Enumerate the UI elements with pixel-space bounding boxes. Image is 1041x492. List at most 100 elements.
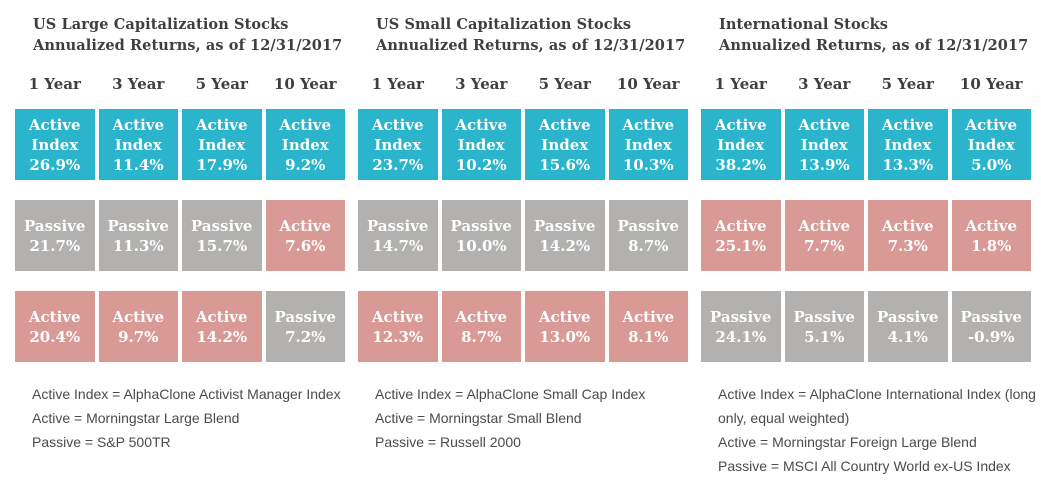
footnotes: Active Index = AlphaClone Activist Manag…	[32, 382, 350, 454]
cell-label: Active Index	[112, 115, 165, 154]
column-headers: 1 Year 3 Year 5 Year 10 Year	[701, 75, 1031, 93]
return-cell-passive: Passive 15.7%	[182, 200, 262, 271]
return-cell-passive: Passive 8.7%	[608, 200, 688, 271]
cell-label: Active	[112, 307, 165, 326]
cell-label: Active Index	[714, 115, 767, 154]
cell-label: Active	[622, 307, 675, 326]
cell-value: 8.7%	[461, 327, 502, 346]
panel-title-line2: Annualized Returns, as of 12/31/2017	[376, 37, 686, 54]
column-header: 1 Year	[28, 75, 81, 93]
return-cell-active_index: Active Index 23.7%	[358, 109, 438, 180]
cell-label: Passive	[793, 307, 855, 326]
returns-row: Active 25.1% Active 7.7% Active 7.3% Active 1.8…	[701, 200, 1031, 271]
footnotes: Active Index = AlphaClone International …	[718, 382, 1036, 478]
cell-value: 14.2%	[539, 236, 591, 255]
cell-label: Passive	[710, 307, 772, 326]
cell-label: Passive	[367, 216, 429, 235]
cell-label: Active	[28, 307, 81, 326]
returns-grid: Active Index 26.9% Active Index 11.4% Active…	[15, 109, 345, 362]
footnote-line: Active Index = AlphaClone Small Cap Inde…	[375, 386, 646, 402]
cell-label: Active Index	[798, 115, 851, 154]
return-cell-passive: Passive 10.0%	[441, 200, 521, 271]
return-cell-passive: Passive -0.9%	[951, 291, 1031, 362]
return-cell-active: Active 9.7%	[98, 291, 178, 362]
returns-row: Active Index 38.2% Active Index 13.9% Active…	[701, 109, 1031, 180]
cell-value: 13.0%	[539, 327, 591, 346]
returns-row: Passive 24.1% Passive 5.1% Passive 4.1% Passiv…	[701, 291, 1031, 362]
footnote-line: Active Index = AlphaClone Activist Manag…	[32, 386, 341, 402]
cell-value: 14.2%	[196, 327, 248, 346]
cell-value: 1.8%	[971, 236, 1012, 255]
cell-label: Active Index	[538, 115, 591, 154]
footnote-line: Active Index = AlphaClone International …	[718, 386, 1036, 426]
cell-label: Active	[798, 216, 851, 235]
cell-value: 8.1%	[628, 327, 669, 346]
cell-value: 5.0%	[971, 155, 1012, 174]
cell-label: Passive	[617, 216, 679, 235]
return-cell-passive: Passive 14.7%	[358, 200, 438, 271]
cell-label: Passive	[534, 216, 596, 235]
return-cell-passive: Passive 14.2%	[525, 200, 605, 271]
return-cell-active: Active 7.6%	[265, 200, 345, 271]
footnotes: Active Index = AlphaClone Small Cap Inde…	[375, 382, 693, 454]
cell-label: Active Index	[881, 115, 934, 154]
return-cell-active_index: Active Index 9.2%	[265, 109, 345, 180]
return-cell-active_index: Active Index 5.0%	[951, 109, 1031, 180]
column-header: 10 Year	[959, 75, 1023, 93]
footnote-line: Passive = Russell 2000	[375, 434, 521, 450]
cell-label: Active Index	[965, 115, 1018, 154]
cell-value: 4.1%	[887, 327, 928, 346]
column-header: 3 Year	[798, 75, 851, 93]
cell-label: Active	[965, 216, 1018, 235]
panel-us-large-cap: US Large Capitalization Stocks Annualize…	[15, 14, 345, 478]
cell-value: 13.3%	[882, 155, 934, 174]
cell-label: Passive	[877, 307, 939, 326]
cell-label: Active	[279, 216, 332, 235]
return-cell-active_index: Active Index 13.3%	[868, 109, 948, 180]
cell-value: 10.2%	[455, 155, 507, 174]
returns-grid: Active Index 38.2% Active Index 13.9% Active…	[701, 109, 1031, 362]
cell-value: 25.1%	[715, 236, 767, 255]
cell-value: 9.7%	[118, 327, 159, 346]
footnote-line: Active = Morningstar Small Blend	[375, 410, 582, 426]
return-cell-active: Active 8.7%	[441, 291, 521, 362]
returns-comparison-board: US Large Capitalization Stocks Annualize…	[15, 14, 1036, 478]
cell-value: 12.3%	[372, 327, 424, 346]
column-header: 10 Year	[616, 75, 680, 93]
cell-value: 9.2%	[285, 155, 326, 174]
return-cell-active: Active 7.3%	[868, 200, 948, 271]
returns-row: Active Index 23.7% Active Index 10.2% Active…	[358, 109, 688, 180]
cell-label: Active	[714, 216, 767, 235]
returns-row: Active 12.3% Active 8.7% Active 13.0% Active 8.…	[358, 291, 688, 362]
cell-label: Active Index	[371, 115, 424, 154]
panel-title: International Stocks Annualized Returns,…	[719, 14, 1031, 56]
cell-value: 13.9%	[798, 155, 850, 174]
return-cell-active_index: Active Index 11.4%	[98, 109, 178, 180]
returns-grid: Active Index 23.7% Active Index 10.2% Active…	[358, 109, 688, 362]
return-cell-active: Active 8.1%	[608, 291, 688, 362]
cell-value: 7.3%	[887, 236, 928, 255]
return-cell-active: Active 25.1%	[701, 200, 781, 271]
cell-value: 26.9%	[29, 155, 81, 174]
column-header: 5 Year	[538, 75, 591, 93]
cell-value: 7.7%	[804, 236, 845, 255]
cell-label: Passive	[450, 216, 512, 235]
cell-label: Active	[195, 307, 248, 326]
column-header: 5 Year	[195, 75, 248, 93]
return-cell-active_index: Active Index 38.2%	[701, 109, 781, 180]
cell-value: 20.4%	[29, 327, 81, 346]
footnote-line: Active = Morningstar Foreign Large Blend	[718, 434, 977, 450]
cell-label: Passive	[960, 307, 1022, 326]
panel-title: US Small Capitalization Stocks Annualize…	[376, 14, 688, 56]
cell-label: Passive	[191, 216, 253, 235]
return-cell-active: Active 14.2%	[182, 291, 262, 362]
cell-label: Passive	[107, 216, 169, 235]
panel-title-line2: Annualized Returns, as of 12/31/2017	[33, 37, 343, 54]
panel-title-line2: Annualized Returns, as of 12/31/2017	[719, 37, 1029, 54]
returns-row: Active Index 26.9% Active Index 11.4% Active…	[15, 109, 345, 180]
return-cell-active: Active 12.3%	[358, 291, 438, 362]
return-cell-passive: Passive 24.1%	[701, 291, 781, 362]
returns-row: Active 20.4% Active 9.7% Active 14.2% Passive 7…	[15, 291, 345, 362]
return-cell-active: Active 7.7%	[784, 200, 864, 271]
cell-label: Passive	[24, 216, 86, 235]
